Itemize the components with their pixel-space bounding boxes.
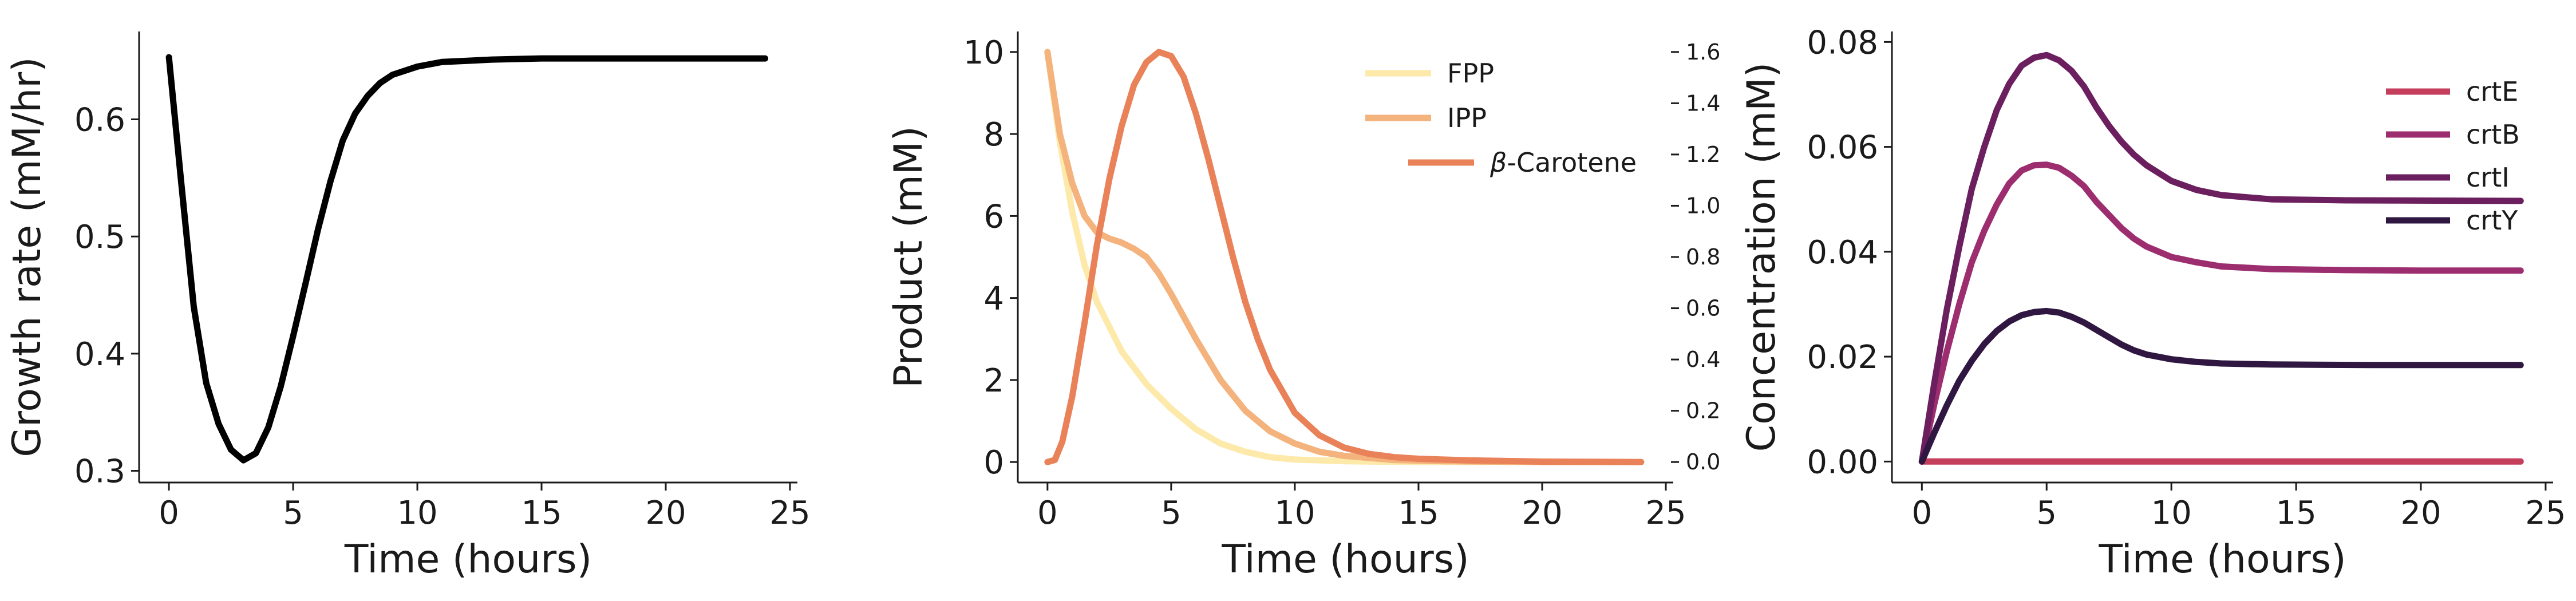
series-line-fpp bbox=[1044, 49, 1645, 465]
legend-label-ipp: IPP bbox=[1447, 102, 1487, 133]
y-tick-label: 0.02 bbox=[1807, 339, 1878, 376]
secondary-y-tick-label: 0.4 bbox=[1686, 347, 1720, 372]
product-panel: 0 5 10 15 20 25 0 2 4 6 8 10 0.0 0.2 0.4 0.6 0.8 1.0 1.2 1.… bbox=[886, 31, 1720, 582]
legend-label-crty: crtY bbox=[2466, 205, 2518, 236]
y-tick-label: 4 bbox=[983, 280, 1004, 318]
y-tick-label: 0.04 bbox=[1807, 234, 1878, 271]
x-tick-label: 25 bbox=[769, 495, 810, 532]
y-tick-label: 10 bbox=[963, 34, 1004, 72]
x-axis-title: Time (hours) bbox=[1221, 537, 1469, 582]
legend-label-carotene: β-Carotene bbox=[1490, 147, 1637, 178]
x-tick-label: 0 bbox=[159, 495, 179, 532]
series-line-ipp bbox=[1044, 49, 1645, 465]
y-tick-label: 6 bbox=[983, 198, 1004, 235]
legend-label-crtb: crtB bbox=[2466, 119, 2520, 150]
y-axis-title: Growth rate (mM/hr) bbox=[5, 57, 50, 457]
x-tick-label: 5 bbox=[283, 495, 303, 532]
y-tick-label: 0.00 bbox=[1807, 444, 1878, 481]
x-tick-label: 0 bbox=[1037, 495, 1058, 532]
y-tick-label: 0.6 bbox=[74, 102, 125, 139]
x-tick-label: 20 bbox=[2400, 495, 2441, 532]
series-line-crtb bbox=[1918, 161, 2524, 465]
x-tick-label: 15 bbox=[2275, 495, 2316, 532]
concentration-panel: 0 5 10 15 20 25 0.00 0.02 0.04 0.06 0.08 Time (hour… bbox=[1739, 24, 2566, 582]
y-axis-title: Concentration (mM) bbox=[1739, 62, 1784, 452]
y-tick-label: 0.06 bbox=[1807, 129, 1878, 167]
secondary-y-tick-label: 1.4 bbox=[1686, 90, 1720, 116]
series-line-carotene bbox=[1044, 49, 1645, 465]
secondary-y-tick-label: 0.8 bbox=[1686, 244, 1720, 270]
series-line-crty bbox=[1918, 307, 2524, 465]
y-tick-label: 0.3 bbox=[74, 453, 125, 491]
secondary-y-tick-label: 0.2 bbox=[1686, 398, 1720, 424]
x-axis-title: Time (hours) bbox=[344, 537, 592, 582]
x-tick-label: 10 bbox=[2151, 495, 2192, 532]
secondary-y-tick-label: 1.6 bbox=[1686, 39, 1720, 65]
x-tick-label: 20 bbox=[645, 495, 686, 532]
secondary-y-tick-label: 1.0 bbox=[1686, 193, 1720, 218]
growth-rate-panel: 0 5 10 15 20 25 0.3 0.4 0.5 0.6 Time (hours) Growth… bbox=[5, 31, 811, 582]
legend-label-crte: crtE bbox=[2466, 76, 2518, 107]
x-tick-label: 25 bbox=[1645, 495, 1686, 532]
y-tick-label: 8 bbox=[983, 116, 1004, 153]
x-tick-label: 25 bbox=[2525, 495, 2566, 532]
x-axis-title: Time (hours) bbox=[2098, 537, 2346, 582]
series-line-main bbox=[165, 54, 769, 464]
secondary-y-tick-label: 0.0 bbox=[1686, 449, 1720, 475]
legend-label-fpp: FPP bbox=[1447, 58, 1494, 89]
y-tick-label: 0.08 bbox=[1807, 24, 1878, 61]
series-line-crti bbox=[1918, 52, 2524, 465]
x-tick-label: 10 bbox=[397, 495, 437, 532]
x-tick-label: 5 bbox=[1161, 495, 1182, 532]
y-tick-label: 2 bbox=[983, 362, 1004, 400]
x-tick-label: 15 bbox=[1398, 495, 1439, 532]
x-tick-label: 15 bbox=[521, 495, 562, 532]
secondary-y-tick-label: 1.2 bbox=[1686, 142, 1720, 167]
x-tick-label: 10 bbox=[1274, 495, 1315, 532]
x-tick-label: 20 bbox=[1522, 495, 1562, 532]
x-tick-label: 0 bbox=[1911, 495, 1932, 532]
y-axis-title: Product (mM) bbox=[886, 126, 931, 388]
secondary-y-tick-label: 0.6 bbox=[1686, 296, 1720, 321]
y-tick-label: 0 bbox=[983, 444, 1004, 481]
x-tick-label: 5 bbox=[2036, 495, 2057, 532]
y-tick-label: 0.5 bbox=[74, 219, 125, 256]
y-tick-label: 0.4 bbox=[74, 336, 125, 373]
legend-label-crti: crtI bbox=[2466, 162, 2510, 193]
